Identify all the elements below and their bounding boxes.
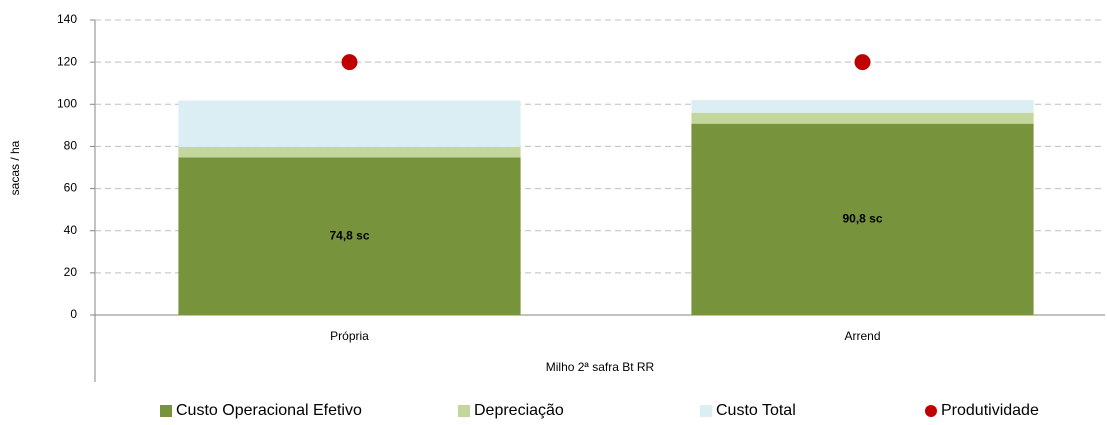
y-tick-label: 20 [64, 265, 78, 279]
legend-label: Depreciação [474, 402, 564, 419]
x-tick-label: Própria [330, 329, 369, 343]
y-tick-label: 40 [64, 223, 78, 237]
value-label: 74,8 sc [329, 228, 369, 242]
bar [691, 123, 1034, 316]
y-tick-label: 120 [57, 54, 77, 68]
legend-swatch [160, 405, 172, 417]
y-tick-label: 60 [64, 181, 78, 195]
bar [178, 100, 521, 147]
y-tick-label: 0 [70, 307, 77, 321]
x-tick-label: Arrend [844, 329, 880, 343]
legend-swatch [925, 405, 937, 417]
bar [691, 100, 1034, 113]
bar [691, 112, 1034, 124]
legend-swatch [700, 405, 712, 417]
bar [178, 146, 521, 158]
scatter-point [341, 54, 358, 71]
bar [178, 157, 521, 315]
scatter-point [854, 54, 871, 71]
legend-label: Custo Operacional Efetivo [176, 402, 362, 419]
legend-label: Custo Total [716, 402, 796, 419]
x-axis-label: Milho 2ª safra Bt RR [546, 360, 655, 374]
y-axis-label: sacas / ha [8, 140, 22, 195]
y-tick-label: 80 [64, 139, 78, 153]
legend-swatch [458, 405, 470, 417]
y-tick-label: 100 [57, 96, 77, 110]
value-label: 90,8 sc [842, 212, 882, 226]
y-tick-label: 140 [57, 12, 77, 26]
legend-label: Produtividade [941, 402, 1039, 419]
